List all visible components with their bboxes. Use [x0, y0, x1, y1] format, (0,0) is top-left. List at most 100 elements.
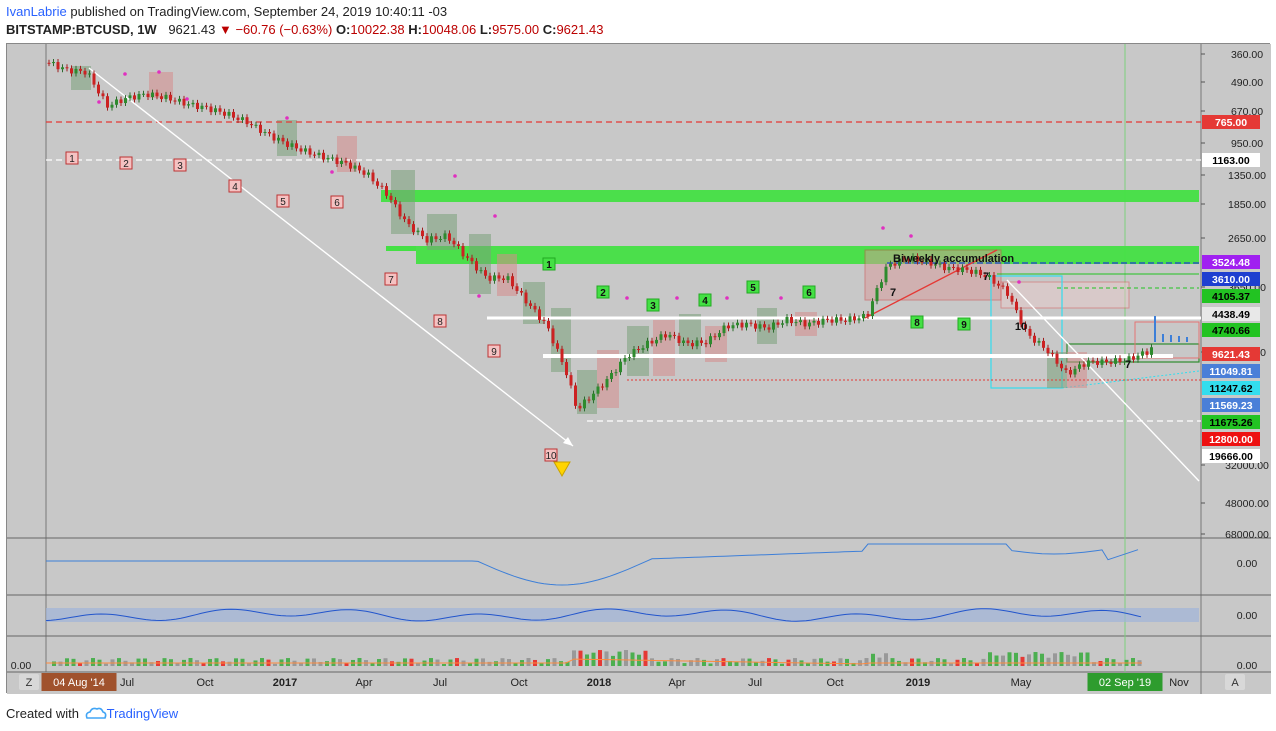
price-label-bg [1202, 272, 1260, 286]
candle-body [164, 94, 168, 100]
price-label-tag: 4740.66 [1202, 323, 1260, 337]
candle-body [178, 98, 181, 102]
time-tick-label: 2019 [906, 677, 930, 689]
td-count-bg [544, 448, 558, 462]
author-link[interactable]: IvanLabrie [6, 4, 67, 19]
price-label-text: 4105.37 [1212, 291, 1250, 303]
price-label-tag: 4105.37 [1202, 289, 1260, 303]
candle-body [497, 275, 501, 279]
time-tick-label: Nov [1169, 677, 1189, 689]
time-tick-label: May [1011, 677, 1032, 689]
signal-dot [909, 234, 913, 238]
volume-bar [585, 654, 589, 666]
td-shade-box [653, 320, 675, 376]
time-tick-label: Oct [510, 677, 527, 689]
box-cyan [990, 275, 1063, 389]
volume-bar [565, 661, 570, 666]
candle-body [1015, 301, 1018, 311]
candle-body [326, 157, 330, 160]
volume-bar [299, 662, 303, 666]
candle-body [727, 325, 730, 329]
candle-body [457, 244, 460, 246]
candle-body [619, 361, 622, 373]
volume-bar [240, 658, 245, 666]
tradingview-link[interactable]: TradingView [106, 706, 179, 721]
candle-body [893, 263, 897, 266]
candle-body [889, 263, 892, 267]
tradingview-cloud-icon [85, 707, 107, 719]
published-text: published on TradingView.com, September … [70, 4, 448, 19]
auto-scale-button[interactable]: A [1225, 674, 1245, 690]
volume-bar [572, 650, 576, 666]
volume-bar [1092, 662, 1096, 666]
td-count-label: 2 [119, 156, 133, 170]
volume-value: 0.00 [1237, 660, 1258, 672]
volume-bar [403, 658, 407, 666]
volume-bar [494, 661, 498, 666]
volume-left-value: 0.00 [11, 660, 32, 672]
volume-bar [214, 658, 219, 666]
candle-body [412, 224, 415, 233]
candle-body [1046, 347, 1050, 354]
volume-bar [1072, 656, 1077, 666]
zone-extension [386, 246, 416, 251]
candle-body [1001, 285, 1005, 287]
candle-body [880, 282, 883, 288]
zoom-button-label: Z [26, 677, 33, 689]
volume-bar [1001, 655, 1005, 666]
volume-bar [656, 661, 661, 666]
td-count-label: 6 [802, 285, 816, 299]
chart-frame[interactable]: 1 2 3 4 5 6 7 8 9 10 1 2 3 4 5 6 7 8 9 10 Biweekly accumulat… [6, 43, 1271, 694]
candle-body [1127, 356, 1131, 362]
volume-bar [715, 659, 719, 666]
chart-svg[interactable]: 1 2 3 4 5 6 7 8 9 10 1 2 3 4 5 6 7 8 9 10 Biweekly accumulat… [7, 44, 1271, 694]
candle-body [173, 100, 177, 102]
td-shade-box [679, 314, 701, 356]
candle-body [1132, 356, 1135, 360]
candle-body [1109, 362, 1113, 364]
price-tick-label: 2650.00 [1228, 233, 1266, 245]
open-value: 10022.38 [350, 22, 405, 37]
candle-body [137, 93, 141, 100]
volume-bar [208, 658, 212, 666]
volume-bar [175, 663, 180, 666]
oscillator-band [46, 608, 1199, 622]
candle-body [799, 320, 802, 323]
candle-body [605, 378, 609, 388]
price-label-bg [1202, 115, 1260, 129]
candle-body [461, 245, 465, 257]
volume-bar [383, 658, 388, 666]
candle-body [866, 313, 870, 317]
td-count-bg [433, 314, 447, 328]
signal-dot [97, 100, 101, 104]
price-label-tag: 11675.26 [1202, 415, 1260, 429]
td-count-label: 4 [228, 179, 242, 193]
volume-bar [58, 661, 63, 666]
candle-body [884, 266, 888, 283]
volume-bar [318, 661, 323, 666]
volume-bar [1033, 652, 1038, 666]
high-label: H: [408, 22, 422, 37]
candle-body [205, 105, 208, 107]
candle-body [974, 269, 978, 274]
candle-body [767, 327, 771, 330]
td-shade-box [469, 234, 491, 294]
time-tick-label: Oct [826, 677, 843, 689]
candle-body [758, 324, 762, 329]
zoom-button[interactable]: Z [19, 674, 39, 690]
candle-body [470, 257, 474, 262]
candle-body [70, 68, 73, 74]
candle-body [394, 200, 397, 205]
volume-bar [78, 662, 82, 666]
candle-body [812, 320, 816, 323]
td-count-label: 9 [487, 344, 501, 358]
volume-bar [500, 658, 505, 666]
volume-bar [981, 658, 986, 666]
candle-body [965, 267, 969, 270]
candle-body [358, 165, 361, 171]
td-count-label: 8 [910, 315, 924, 329]
candle-body [983, 275, 987, 277]
volume-bar [994, 655, 999, 666]
volume-bar [162, 658, 167, 666]
candle-body [313, 154, 316, 156]
